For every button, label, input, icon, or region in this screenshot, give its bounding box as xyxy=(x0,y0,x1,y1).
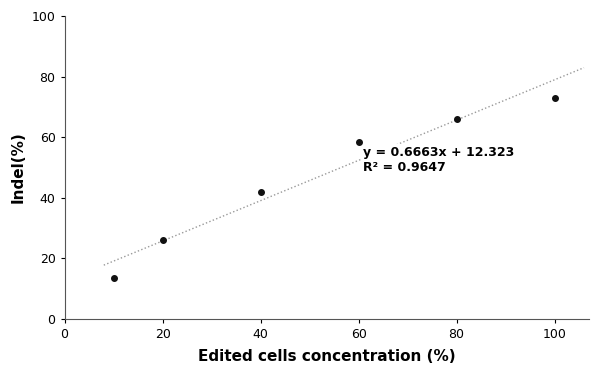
X-axis label: Edited cells concentration (%): Edited cells concentration (%) xyxy=(198,349,455,364)
Point xyxy=(354,139,364,145)
Y-axis label: Indel(%): Indel(%) xyxy=(11,132,26,203)
Point xyxy=(550,95,559,101)
Point xyxy=(158,237,167,243)
Point xyxy=(256,189,265,195)
Text: y = 0.6663x + 12.323
R² = 0.9647: y = 0.6663x + 12.323 R² = 0.9647 xyxy=(364,146,515,174)
Point xyxy=(452,116,461,122)
Point xyxy=(109,275,118,281)
